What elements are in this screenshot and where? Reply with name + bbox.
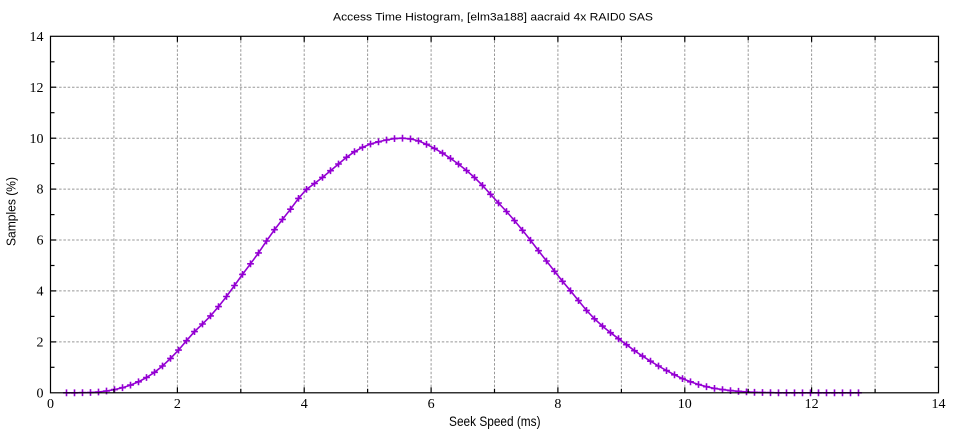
svg-text:14: 14 — [932, 397, 946, 412]
svg-text:14: 14 — [30, 30, 44, 45]
svg-text:8: 8 — [554, 397, 561, 412]
svg-text:4: 4 — [37, 285, 44, 300]
svg-text:10: 10 — [30, 132, 44, 147]
svg-text:Access Time Histogram, [elm3a1: Access Time Histogram, [elm3a188] aacrai… — [333, 12, 653, 24]
svg-text:0: 0 — [37, 386, 44, 401]
svg-text:0: 0 — [47, 397, 54, 412]
svg-text:Samples (%): Samples (%) — [4, 177, 19, 246]
svg-text:Seek Speed (ms): Seek Speed (ms) — [449, 413, 541, 429]
svg-text:8: 8 — [37, 183, 44, 198]
svg-text:2: 2 — [174, 397, 181, 412]
svg-text:12: 12 — [805, 397, 819, 412]
svg-text:2: 2 — [37, 336, 44, 351]
svg-text:6: 6 — [37, 234, 44, 249]
svg-text:4: 4 — [301, 397, 308, 412]
svg-text:10: 10 — [678, 397, 692, 412]
svg-text:6: 6 — [428, 397, 435, 412]
svg-text:12: 12 — [30, 81, 44, 96]
